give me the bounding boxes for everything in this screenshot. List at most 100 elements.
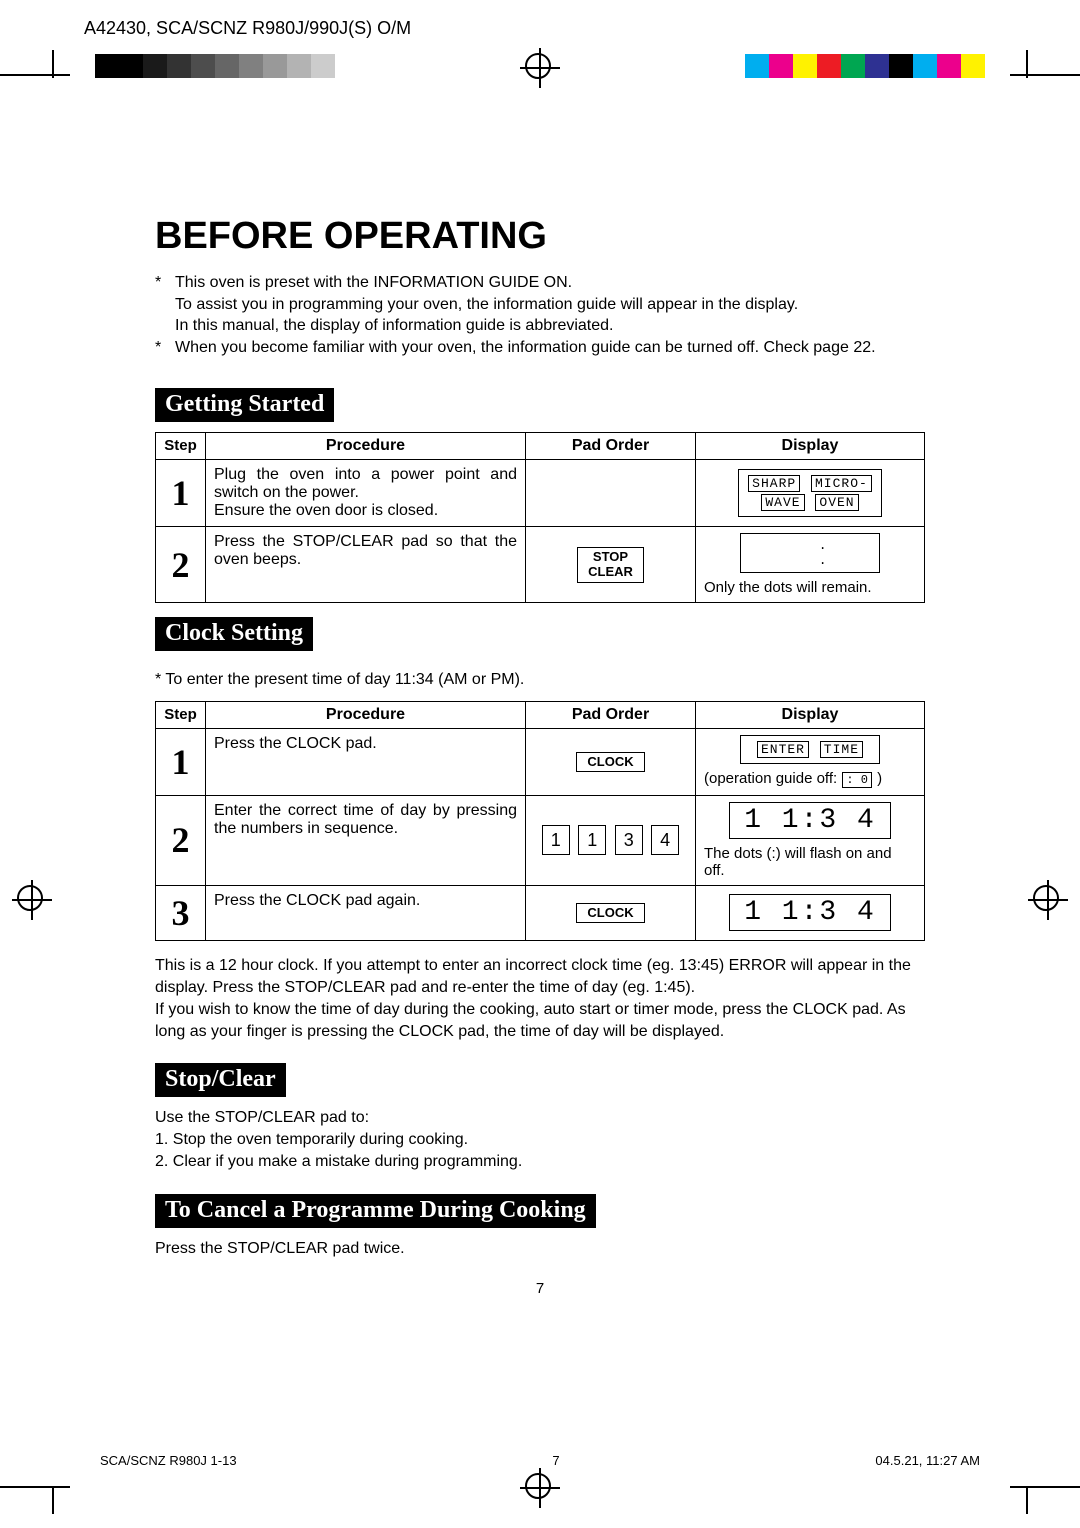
registration-cross-icon [520, 1468, 560, 1508]
footer-right: 04.5.21, 11:27 AM [875, 1453, 980, 1468]
swatch [191, 54, 215, 78]
col-procedure: Procedure [206, 433, 526, 460]
crop-mark [0, 1486, 70, 1488]
gray-swatches [95, 54, 335, 78]
col-procedure: Procedure [206, 701, 526, 728]
note-text: (operation guide off: [704, 770, 837, 787]
num-key: 1 [578, 825, 606, 855]
swatch [865, 54, 889, 78]
procedure-text: Plug the oven into a power point and swi… [206, 460, 526, 527]
body-line: Use the STOP/CLEAR pad to: [155, 1107, 925, 1129]
swatch [119, 54, 143, 78]
swatch [745, 54, 769, 78]
col-display: Display [696, 433, 925, 460]
footer: SCA/SCNZ R980J 1-13 7 04.5.21, 11:27 AM [100, 1453, 980, 1468]
lcd-word: MICRO- [811, 475, 872, 492]
crop-mark [52, 50, 54, 78]
swatch [167, 54, 191, 78]
table-row: 2 Enter the correct time of day by press… [156, 795, 925, 885]
swatch [817, 54, 841, 78]
swatch [215, 54, 239, 78]
intro-line: To assist you in programming your oven, … [175, 294, 925, 316]
page-title: BEFORE OPERATING [155, 215, 925, 258]
swatch [239, 54, 263, 78]
intro-line: This oven is preset with the INFORMATION… [175, 272, 925, 294]
clock-body-text: This is a 12 hour clock. If you attempt … [155, 955, 925, 1043]
col-display: Display [696, 701, 925, 728]
seven-seg-display: 1 1:3 4 [729, 802, 891, 839]
procedure-text: Press the CLOCK pad. [206, 728, 526, 795]
intro-line: When you become familiar with your oven,… [175, 337, 925, 359]
swatch [287, 54, 311, 78]
lcd-small: : 0 [842, 772, 872, 788]
section-header-stop-clear: Stop/Clear [155, 1063, 286, 1097]
col-step: Step [156, 433, 206, 460]
crop-mark [1010, 74, 1080, 76]
crop-mark [1010, 1486, 1080, 1488]
section-header-cancel-programme: To Cancel a Programme During Cooking [155, 1194, 596, 1228]
lcd-display: SHARP MICRO- WAVE OVEN [738, 469, 882, 517]
registration-cross-icon [1028, 880, 1068, 920]
table-row: 2 Press the STOP/CLEAR pad so that the o… [156, 527, 925, 603]
step-num: 3 [156, 885, 206, 940]
step-num: 1 [156, 460, 206, 527]
swatch [937, 54, 961, 78]
swatch [95, 54, 119, 78]
num-key: 3 [615, 825, 643, 855]
table-row: 1 Plug the oven into a power point and s… [156, 460, 925, 527]
body-line: 1. Stop the oven temporarily during cook… [155, 1129, 925, 1151]
num-key: 4 [651, 825, 679, 855]
display-note: Only the dots will remain. [704, 579, 916, 596]
swatch [889, 54, 913, 78]
procedure-text: Press the CLOCK pad again. [206, 885, 526, 940]
display-note: The dots (:) will flash on and off. [704, 845, 916, 879]
swatch [311, 54, 335, 78]
clock-button: CLOCK [576, 752, 644, 773]
clock-note: * To enter the present time of day 11:34… [155, 669, 925, 691]
crop-mark [1026, 50, 1028, 78]
stop-clear-button: STOP CLEAR [577, 547, 644, 583]
footer-left: SCA/SCNZ R980J 1-13 [100, 1453, 237, 1468]
doc-header: A42430, SCA/SCNZ R980J/990J(S) O/M [84, 18, 411, 39]
col-step: Step [156, 701, 206, 728]
registration-cross-icon [520, 48, 560, 88]
table-row: 3 Press the CLOCK pad again. CLOCK 1 1:3… [156, 885, 925, 940]
swatch [263, 54, 287, 78]
crop-mark [0, 74, 70, 76]
lcd-word: OVEN [815, 494, 858, 511]
step-num: 2 [156, 795, 206, 885]
stopclear-body: Use the STOP/CLEAR pad to: 1. Stop the o… [155, 1107, 925, 1173]
num-key: 1 [542, 825, 570, 855]
procedure-text: Press the STOP/CLEAR pad so that the ove… [206, 527, 526, 603]
cancel-body: Press the STOP/CLEAR pad twice. [155, 1238, 925, 1260]
swatch [961, 54, 985, 78]
swatch [913, 54, 937, 78]
intro-block: *This oven is preset with the INFORMATIO… [155, 272, 925, 358]
swatch [841, 54, 865, 78]
step-num: 2 [156, 527, 206, 603]
lcd-word: WAVE [761, 494, 804, 511]
col-pad-order: Pad Order [526, 433, 696, 460]
page-number: 7 [155, 1280, 925, 1297]
getting-started-table: Step Procedure Pad Order Display 1 Plug … [155, 432, 925, 603]
crop-mark [52, 1486, 54, 1514]
intro-line: In this manual, the display of informati… [175, 315, 925, 337]
step-num: 1 [156, 728, 206, 795]
clock-setting-table: Step Procedure Pad Order Display 1 Press… [155, 701, 925, 941]
lcd-word: SHARP [748, 475, 800, 492]
registration-cross-icon [12, 880, 52, 920]
swatch [793, 54, 817, 78]
section-header-clock-setting: Clock Setting [155, 617, 313, 651]
crop-mark [1026, 1486, 1028, 1514]
col-pad-order: Pad Order [526, 701, 696, 728]
procedure-text: Enter the correct time of day by pressin… [206, 795, 526, 885]
color-swatches [745, 54, 985, 78]
swatch [143, 54, 167, 78]
seven-seg-display: 1 1:3 4 [729, 894, 891, 931]
section-header-getting-started: Getting Started [155, 388, 334, 422]
display-note: (operation guide off: : 0 ) [704, 770, 916, 789]
page-content: BEFORE OPERATING *This oven is preset wi… [155, 215, 925, 1297]
note-text: ) [877, 770, 882, 787]
swatch [769, 54, 793, 78]
lcd-display: ENTER TIME [740, 735, 880, 764]
